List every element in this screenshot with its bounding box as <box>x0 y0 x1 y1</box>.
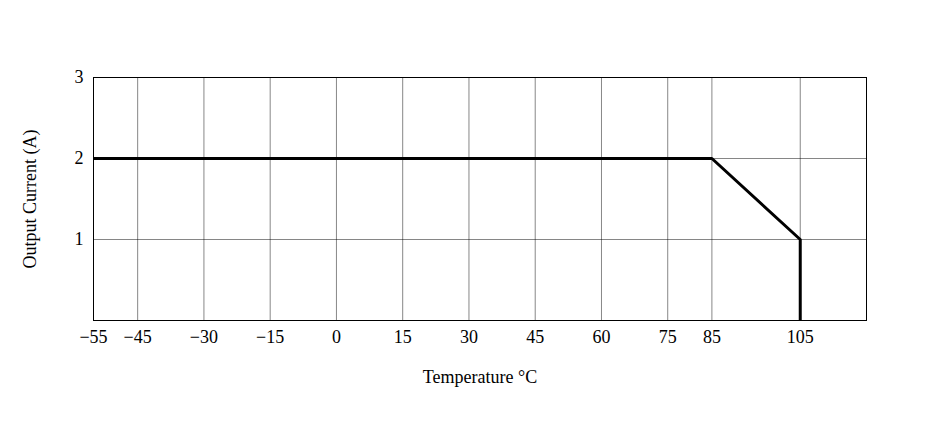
svg-text:2: 2 <box>75 148 84 168</box>
svg-text:30: 30 <box>460 327 478 347</box>
svg-text:−55: −55 <box>79 327 107 347</box>
svg-text:0: 0 <box>332 327 341 347</box>
svg-text:−15: −15 <box>256 327 284 347</box>
svg-text:15: 15 <box>394 327 412 347</box>
svg-text:Output Current (A): Output Current (A) <box>20 130 41 269</box>
svg-text:45: 45 <box>526 327 544 347</box>
svg-text:105: 105 <box>787 327 814 347</box>
svg-text:Temperature °C: Temperature °C <box>423 367 537 387</box>
svg-text:85: 85 <box>703 327 721 347</box>
svg-text:60: 60 <box>592 327 610 347</box>
svg-text:−30: −30 <box>190 327 218 347</box>
svg-text:75: 75 <box>659 327 677 347</box>
svg-text:3: 3 <box>75 67 84 87</box>
svg-text:1: 1 <box>75 229 84 249</box>
svg-text:−45: −45 <box>124 327 152 347</box>
